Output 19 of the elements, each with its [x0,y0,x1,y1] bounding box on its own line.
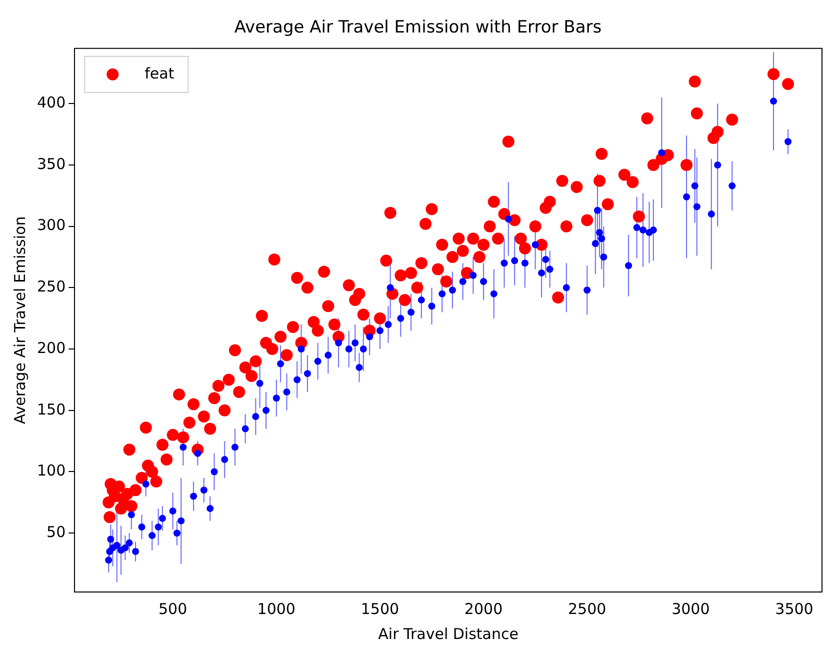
x-tick-label: 3500 [775,600,814,618]
y-tick-label: 400 [36,94,66,112]
y-tick-label: 150 [36,400,66,418]
y-tick-label: 250 [36,278,66,296]
y-tick-label: 200 [36,338,66,357]
legend-label: feat [144,64,174,82]
y-tick-label: 350 [36,154,66,173]
y-tick-label: 50 [46,522,66,541]
x-axis-title: Air Travel Distance [378,624,518,643]
x-tick-label: 1500 [360,600,400,618]
x-tick-label: 2000 [464,600,503,618]
y-tick-label: 300 [36,216,66,234]
x-tick-label: 3000 [672,600,710,618]
chart-title: Average Air Travel Emission with Error Bars [234,18,602,38]
x-tick-label: 2500 [568,600,606,618]
y-tick-label: 100 [36,462,66,480]
x-tick-label: 500 [158,600,188,618]
x-tick-label: 1000 [257,600,296,618]
y-axis-title: Average Air Travel Emission [10,216,29,424]
